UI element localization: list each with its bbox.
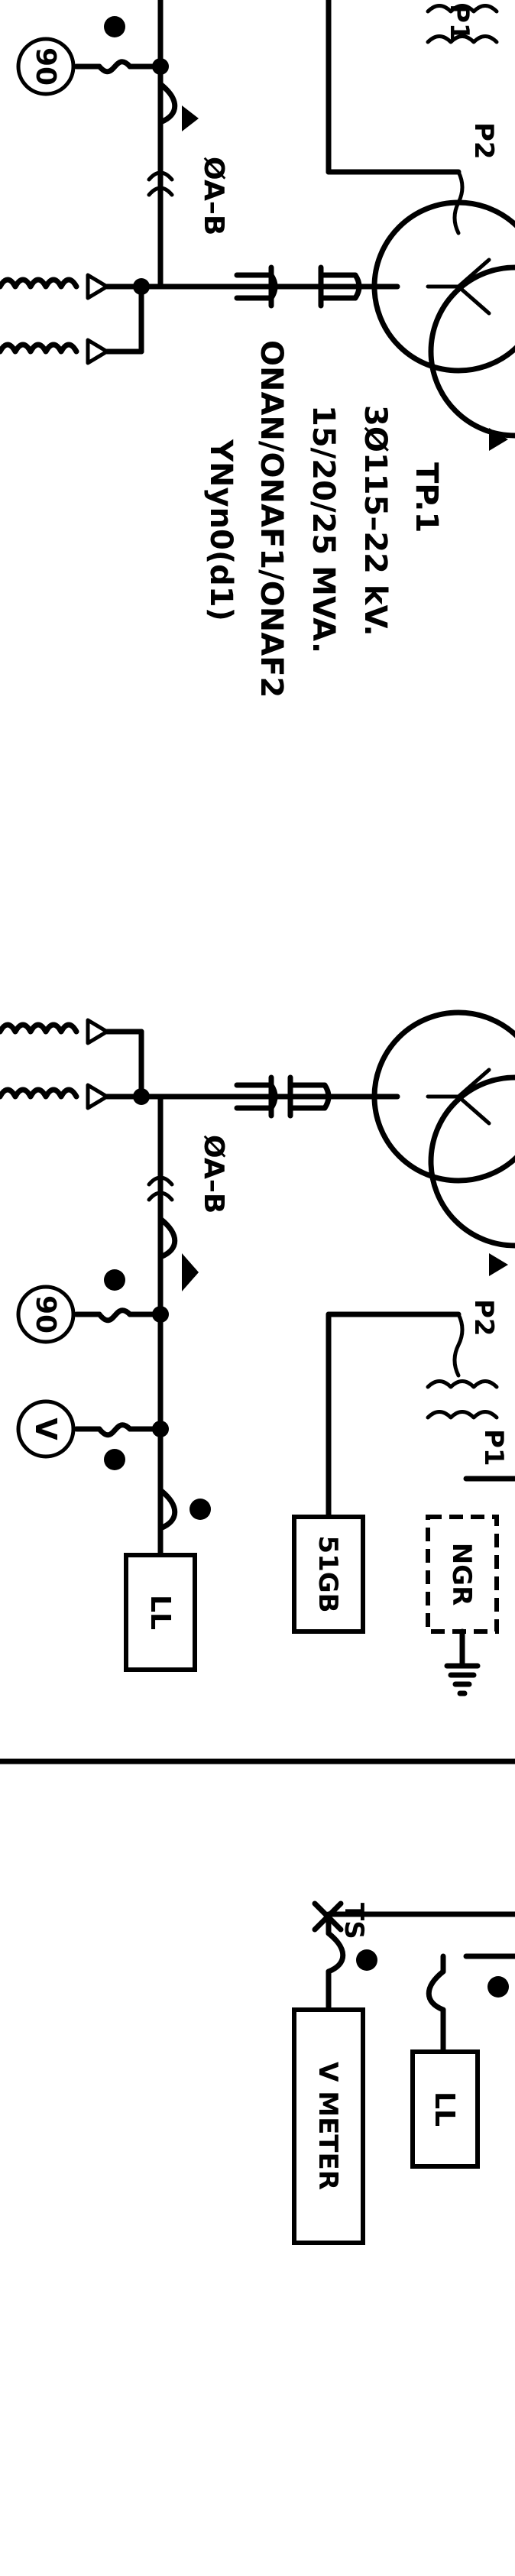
fuse-contact xyxy=(326,1930,346,1975)
arrester-arrow xyxy=(86,1018,109,1045)
arrow-marker xyxy=(182,105,199,131)
box-vmeter-label: V METER xyxy=(313,2062,343,2190)
ct-winding xyxy=(426,1379,499,1420)
box-51gb xyxy=(292,1515,365,1634)
ct-symbol xyxy=(234,264,278,309)
transformer-winding-secondary xyxy=(428,1074,515,1249)
relay-contact xyxy=(96,59,133,75)
transformer-winding-primary xyxy=(371,1009,515,1184)
fuse-contact xyxy=(157,81,178,125)
tp-cooling: ONAN/ONAF1/ONAF2 xyxy=(254,340,289,698)
box-vmeter xyxy=(292,2007,365,2245)
arrow-marker xyxy=(182,1253,199,1291)
ct-p2-mid: P2 xyxy=(468,1299,499,1337)
lead-curve xyxy=(452,1312,465,1378)
ct-winding xyxy=(426,4,499,44)
fuse-contact xyxy=(157,1487,178,1531)
phase-label-top: ØA–B xyxy=(198,157,229,235)
arrester-arrow xyxy=(86,1083,109,1110)
arrester-coil xyxy=(0,1087,79,1100)
tap-arrow xyxy=(489,428,508,451)
tap-arrow xyxy=(489,1253,508,1276)
lead-curve xyxy=(452,170,465,235)
top-section: 90 ØA–B P1 P2 TP.1 3Ø115–22 kV. 15/20/2 xyxy=(0,0,515,698)
tp-voltage: 3Ø115–22 kV. xyxy=(358,405,393,637)
box-ngr-label: NGR xyxy=(446,1543,477,1606)
arrester-arrow xyxy=(86,338,109,365)
relay-90-circle xyxy=(16,37,76,96)
ct-symbol xyxy=(234,1074,278,1119)
contact-dot xyxy=(104,16,125,37)
switch-cross-icon xyxy=(312,1900,344,1933)
coupling-symbol xyxy=(147,170,174,197)
relay-90-label-mid: 90 xyxy=(30,1295,61,1333)
ts-label: TS xyxy=(338,1903,369,1939)
wye-symbol xyxy=(426,1068,491,1126)
fuse-contact xyxy=(426,1968,446,2013)
ct-symbol xyxy=(287,1074,332,1119)
box-ll-bottom-label: LL xyxy=(429,2092,460,2127)
relay-contact xyxy=(96,1422,133,1438)
ct-p1-mid: P1 xyxy=(478,1429,509,1466)
arrester-coil xyxy=(0,342,79,355)
middle-section: ØA–B 90 V LL 51GB P2 P1 xyxy=(0,1009,515,1696)
ct-symbol xyxy=(318,264,362,309)
tp-vector: YNyn0(d1) xyxy=(203,439,238,621)
fuse-contact xyxy=(157,1216,178,1260)
relay-contact xyxy=(96,1307,133,1324)
box-ll-mid xyxy=(124,1553,197,1672)
ground-icon xyxy=(444,1663,481,1696)
tp-name: TP.1 xyxy=(409,462,444,533)
tp-rating: 15/20/25 MVA. xyxy=(306,405,341,653)
ct-p2-top: P2 xyxy=(468,122,499,160)
arrester-coil xyxy=(0,277,79,290)
arrester-coil xyxy=(0,1022,79,1035)
contact-dot xyxy=(356,1949,377,1971)
arrester-arrow xyxy=(86,273,109,300)
junction-dot xyxy=(133,1088,150,1105)
wye-symbol xyxy=(426,258,491,316)
contact-dot xyxy=(189,1499,211,1520)
box-ll-mid-label: LL xyxy=(144,1595,176,1630)
ct-p1-top: P1 xyxy=(444,4,475,41)
voltmeter-label: V xyxy=(29,1418,63,1440)
relay-90-label: 90 xyxy=(30,47,61,86)
bottom-section: TS V METER LL xyxy=(292,1900,515,2245)
transformer-winding-secondary xyxy=(428,264,515,439)
contact-dot xyxy=(487,1976,509,1998)
box-ll-bottom xyxy=(410,2049,480,2169)
box-51gb-label: 51GB xyxy=(313,1535,343,1612)
voltmeter-circle xyxy=(16,1399,76,1459)
contact-dot xyxy=(104,1269,125,1291)
relay-90-circle xyxy=(16,1285,76,1344)
contact-dot xyxy=(104,1449,125,1470)
coupling-symbol xyxy=(147,1175,174,1202)
phase-label-mid: ØA–B xyxy=(198,1135,229,1213)
